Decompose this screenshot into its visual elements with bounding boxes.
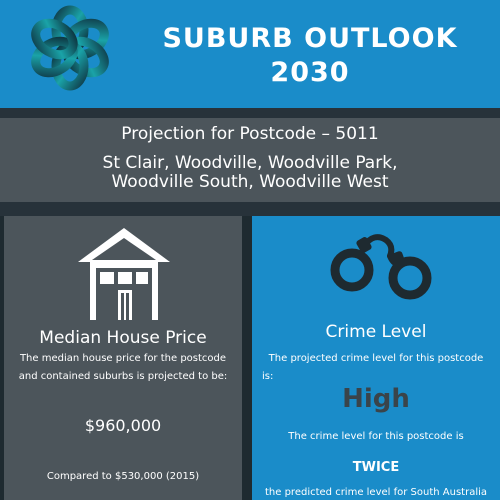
suburbs-line-2: Woodville South, Woodville West [111, 172, 389, 192]
price-comparison: Compared to $530,000 (2015) [46, 471, 200, 482]
crime-description: The projected crime level for this postc… [256, 350, 496, 386]
divider [0, 202, 500, 216]
knot-logo-icon [31, 5, 109, 91]
handcuffs-icon [330, 234, 432, 300]
crime-compare-intro: The crime level for this postcode is [288, 431, 464, 442]
median-price-value: $960,000 [84, 416, 162, 435]
suburb-list: St Clair, Woodville, Woodville Park, Woo… [0, 154, 500, 192]
suburbs-line-1: St Clair, Woodville, Woodville Park, [102, 153, 398, 173]
house-price-description: The median house price for the postcode … [8, 350, 238, 386]
postcode-heading: Projection for Postcode – 5011 [121, 124, 379, 144]
crime-multiplier: TWICE [352, 460, 400, 475]
page-title: SUBURB OUTLOOK 2030 [150, 22, 470, 90]
crime-desc-line-2: is: [262, 371, 274, 382]
house-price-title: Median House Price [39, 328, 207, 348]
house-price-panel: Median House Price The median house pric… [4, 216, 242, 500]
house-icon [78, 228, 170, 320]
header: SUBURB OUTLOOK 2030 [0, 0, 500, 108]
subheader: Projection for Postcode – 5011 St Clair,… [0, 118, 500, 202]
divider [0, 108, 500, 118]
desc-line-1: The median house price for the postcode [19, 353, 227, 364]
crime-level-title: Crime Level [325, 322, 427, 342]
crime-compare-outro: the predicted crime level for South Aust… [264, 487, 488, 498]
crime-desc-line-1: The projected crime level for this postc… [268, 353, 484, 364]
crime-level-value: High [342, 384, 410, 414]
title-line-2: 2030 [270, 57, 350, 88]
crime-level-panel: Crime Level The projected crime level fo… [252, 216, 500, 500]
title-line-1: SUBURB OUTLOOK [162, 23, 458, 54]
desc-line-2: and contained suburbs is projected to be… [18, 371, 228, 382]
